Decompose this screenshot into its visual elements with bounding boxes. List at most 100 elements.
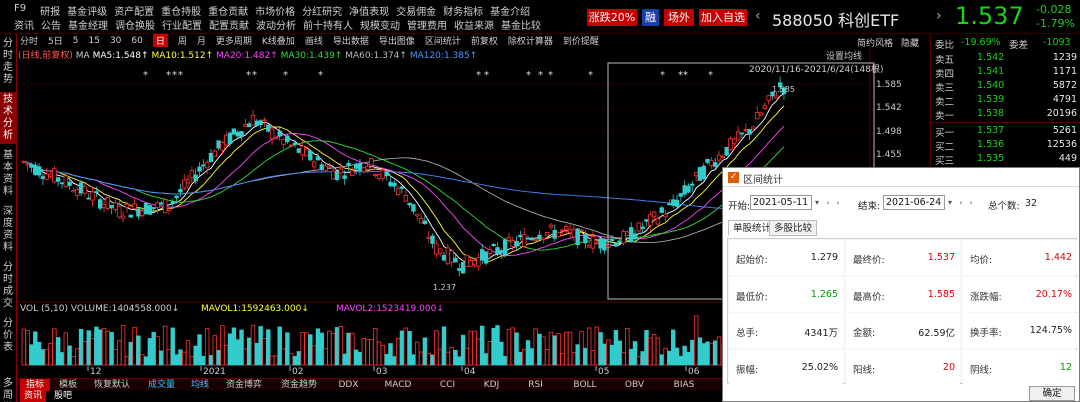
indicator-tab[interactable]: 成交量 — [147, 380, 175, 390]
start-date-dropdown-icon[interactable]: ▾ — [814, 198, 819, 207]
left-tab-0[interactable]: 分时走势 — [3, 38, 13, 85]
top-menu-item[interactable]: 市场价格 — [255, 7, 296, 18]
indicator-tab[interactable]: BIAS — [673, 380, 695, 390]
event-star-icon[interactable]: * — [526, 70, 531, 81]
event-star-icon[interactable]: * — [538, 70, 543, 81]
indicator-tab[interactable]: KDJ — [483, 380, 500, 390]
period-item[interactable]: 周 — [177, 37, 187, 47]
top-menu-item[interactable]: 分红研究 — [302, 7, 343, 18]
indicator-tab[interactable]: RSI — [528, 380, 543, 390]
period-item[interactable]: 分时 — [20, 37, 39, 47]
style-toggle[interactable]: 简约风格 — [857, 39, 894, 49]
event-star-icon[interactable]: * — [548, 70, 553, 81]
event-star-icon[interactable]: * — [252, 70, 257, 81]
event-star-icon[interactable]: * — [178, 70, 183, 81]
next-arrow-icon[interactable]: › — [936, 8, 942, 24]
top-menu-item[interactable]: 交易佣金 — [396, 7, 437, 18]
left-tab-4[interactable]: 分时成交 — [3, 262, 13, 309]
period-item[interactable]: 除权计算器 — [507, 37, 553, 47]
info-tab[interactable]: 资讯 — [20, 391, 46, 402]
event-star-icon[interactable]: * — [476, 70, 481, 81]
start-date-input[interactable]: 2021-05-11 — [750, 195, 812, 210]
ok-button[interactable]: 确定 — [1029, 386, 1075, 401]
period-item[interactable]: 5 — [72, 35, 79, 46]
indicator-tab[interactable]: DDX — [338, 380, 359, 390]
ma-settings-link[interactable]: 设置均线 — [826, 50, 862, 62]
period-item[interactable]: 前复权 — [470, 37, 498, 47]
indicator-tab[interactable]: 模板 — [58, 380, 77, 390]
indicator-tab[interactable]: OBV — [624, 380, 645, 390]
outside-button[interactable]: 场外 — [664, 9, 694, 26]
top-menu-item[interactable]: 调仓换股 — [115, 21, 155, 32]
event-star-icon[interactable]: * — [678, 70, 683, 81]
period-item[interactable]: 导出图像 — [378, 37, 415, 47]
event-star-icon[interactable]: * — [246, 70, 251, 81]
left-tab-3[interactable]: 深度资料 — [3, 206, 13, 253]
top-menu-item[interactable]: 重仓贡献 — [208, 7, 249, 18]
start-next-icon[interactable]: › — [836, 198, 840, 207]
top-menu-item[interactable]: 资产配置 — [114, 7, 155, 18]
period-item[interactable]: 30 — [109, 35, 122, 46]
end-next-icon[interactable]: › — [969, 198, 973, 207]
top-menu-item[interactable]: 前十持有人 — [303, 21, 353, 32]
top-menu-item[interactable]: 净值表现 — [349, 7, 390, 18]
indicator-tab[interactable]: 恢复默认 — [93, 380, 130, 390]
period-item[interactable]: 15 — [88, 35, 100, 46]
left-tab-2[interactable]: 基本资料 — [3, 150, 13, 197]
period-item[interactable]: 5日 — [48, 37, 63, 47]
period-item[interactable]: 日 — [152, 34, 168, 47]
indicator-tab[interactable]: BOLL — [573, 380, 597, 390]
tab-multi-compare[interactable]: 多股比较 — [769, 220, 818, 236]
top-menu-item[interactable]: 管理费用 — [407, 21, 447, 32]
indicator-tab[interactable]: 资金博弈 — [225, 380, 262, 390]
period-item[interactable]: K线叠加 — [261, 37, 295, 47]
event-star-icon[interactable]: * — [283, 70, 288, 81]
hide-link[interactable]: 隐藏 — [901, 39, 920, 49]
top-menu-item[interactable]: 资讯 — [14, 21, 34, 32]
dialog-titlebar[interactable]: ✓ 区间统计 — [723, 168, 1079, 187]
top-menu-item[interactable]: 基金介绍 — [490, 7, 531, 18]
indicator-tab[interactable]: CCI — [439, 380, 456, 390]
end-date-input[interactable]: 2021-06-24 — [883, 195, 945, 210]
indicator-tab[interactable]: 资金趋势 — [280, 380, 317, 390]
indicator-tab[interactable]: MACD — [384, 380, 412, 390]
event-star-icon[interactable]: * — [588, 70, 593, 81]
event-star-icon[interactable]: * — [318, 70, 323, 81]
period-item[interactable]: 60 — [131, 35, 143, 46]
event-star-icon[interactable]: * — [484, 70, 489, 81]
period-item[interactable]: 导出数据 — [332, 37, 369, 47]
top-menu-item[interactable]: 基金经理 — [68, 21, 108, 32]
add-watchlist-button[interactable]: 加入自选 — [699, 9, 747, 26]
period-item[interactable]: 画线 — [304, 37, 323, 47]
indicator-tab[interactable]: 指标 — [20, 379, 50, 391]
top-menu-item[interactable]: 基金评级 — [67, 7, 108, 18]
period-item[interactable]: 到价提醒 — [562, 37, 599, 47]
indicator-tab[interactable]: 均线 — [190, 380, 209, 390]
start-prev-icon[interactable]: ‹ — [826, 198, 830, 207]
kline-chart[interactable]: * * * * * * * * * * * * * * * * * * 设置均线 2020/11/16-2021/… — [18, 47, 930, 378]
event-star-icon[interactable]: * — [172, 70, 177, 81]
top-menu-item[interactable]: 财务指标 — [443, 7, 484, 18]
top-menu-item[interactable]: 基金比较 — [501, 21, 541, 32]
end-prev-icon[interactable]: ‹ — [959, 198, 963, 207]
info-tab[interactable]: 股吧 — [53, 391, 72, 401]
left-tab-5[interactable]: 分价表 — [3, 318, 13, 353]
event-star-icon[interactable]: * — [708, 70, 713, 81]
top-menu-item[interactable]: 收益来源 — [454, 21, 494, 32]
event-star-icon[interactable]: * — [683, 70, 688, 81]
event-star-icon[interactable]: * — [660, 70, 665, 81]
period-item[interactable]: 更多周期 — [215, 37, 252, 47]
prev-arrow-icon[interactable]: ‹ — [755, 8, 761, 24]
period-item[interactable]: 区间统计 — [424, 37, 461, 47]
top-menu-item[interactable]: 行业配置 — [162, 21, 202, 32]
period-item[interactable]: 月 — [196, 37, 206, 47]
top-menu-item[interactable]: 公告 — [41, 21, 61, 32]
event-star-icon[interactable]: * — [166, 70, 171, 81]
top-menu-item[interactable]: 规模变动 — [360, 21, 400, 32]
top-menu-item[interactable]: 配置贡献 — [209, 21, 249, 32]
limit-20-button[interactable]: 涨跌20% — [587, 9, 637, 26]
top-menu-item[interactable]: 重仓持股 — [161, 7, 202, 18]
top-menu-item[interactable]: 研报 — [40, 7, 61, 18]
left-tab-6[interactable]: 多周期 — [3, 378, 13, 401]
top-menu-item[interactable]: F9 — [14, 3, 27, 14]
